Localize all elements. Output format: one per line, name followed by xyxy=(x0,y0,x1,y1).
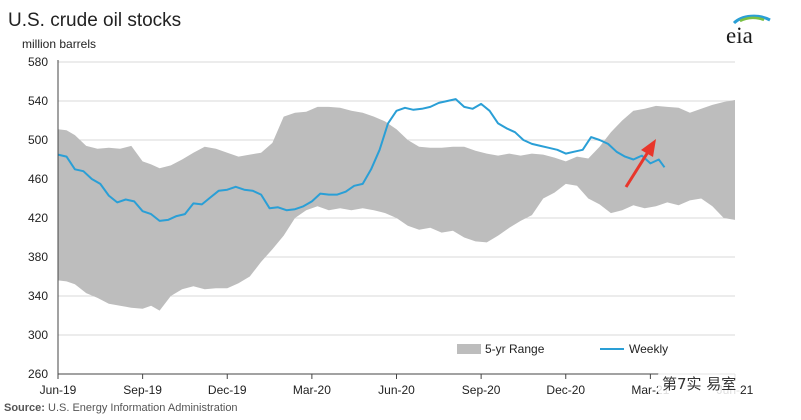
y-axis-label: million barrels xyxy=(22,37,97,51)
y-tick-label: 260 xyxy=(28,367,48,381)
range-band-area xyxy=(58,100,735,311)
red-arrow-head-icon xyxy=(641,139,656,157)
y-tick-label: 540 xyxy=(28,94,48,108)
chart-title: U.S. crude oil stocks xyxy=(8,10,182,31)
y-tick-label: 300 xyxy=(28,328,48,342)
x-tick-label: Sep-20 xyxy=(462,383,501,397)
red-arrow-icon xyxy=(624,151,650,188)
source-text: U.S. Energy Information Administration xyxy=(44,402,238,414)
eia-logo-text: eia xyxy=(726,23,753,48)
x-tick-label: Mar-20 xyxy=(293,383,331,397)
y-tick-label: 420 xyxy=(28,211,48,225)
legend-label-weekly: Weekly xyxy=(629,342,668,356)
x-tick-label: Dec-19 xyxy=(208,383,247,397)
y-tick-label: 460 xyxy=(28,172,48,186)
x-tick-label: Sep-19 xyxy=(123,383,162,397)
x-tick-label: Jun-20 xyxy=(378,383,415,397)
y-tick-label: 580 xyxy=(28,55,48,69)
watermark: 第7实 易室 xyxy=(658,372,741,395)
legend-label-range: 5-yr Range xyxy=(485,342,545,356)
weekly-series-line xyxy=(57,98,666,222)
legend-swatch-band xyxy=(457,344,481,354)
source-prefix: Source: xyxy=(4,402,45,414)
source-note: Source: U.S. Energy Information Administ… xyxy=(4,402,238,414)
eia-logo-swoosh-icon xyxy=(732,14,771,25)
y-tick-label: 340 xyxy=(28,289,48,303)
eia-logo: eia xyxy=(726,14,776,48)
x-tick-label: Jun-19 xyxy=(40,383,77,397)
y-tick-label: 500 xyxy=(28,133,48,147)
y-tick-label: 380 xyxy=(28,250,48,264)
x-tick-label: Dec-20 xyxy=(546,383,585,397)
